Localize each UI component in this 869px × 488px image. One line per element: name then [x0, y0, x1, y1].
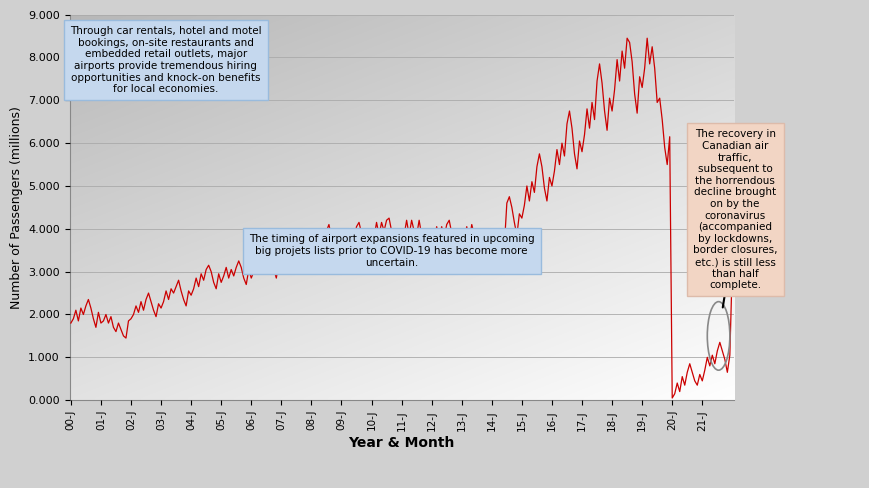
- Text: The timing of airport expansions featured in upcoming
big projets lists prior to: The timing of airport expansions feature…: [249, 234, 534, 267]
- Text: Through car rentals, hotel and motel
bookings, on-site restaurants and
embedded : Through car rentals, hotel and motel boo…: [70, 26, 262, 94]
- X-axis label: Year & Month: Year & Month: [348, 436, 454, 450]
- Text: The recovery in
Canadian air
traffic,
subsequent to
the horrendous
decline broug: The recovery in Canadian air traffic, su…: [692, 129, 777, 290]
- Y-axis label: Number of Passengers (millions): Number of Passengers (millions): [10, 106, 23, 309]
